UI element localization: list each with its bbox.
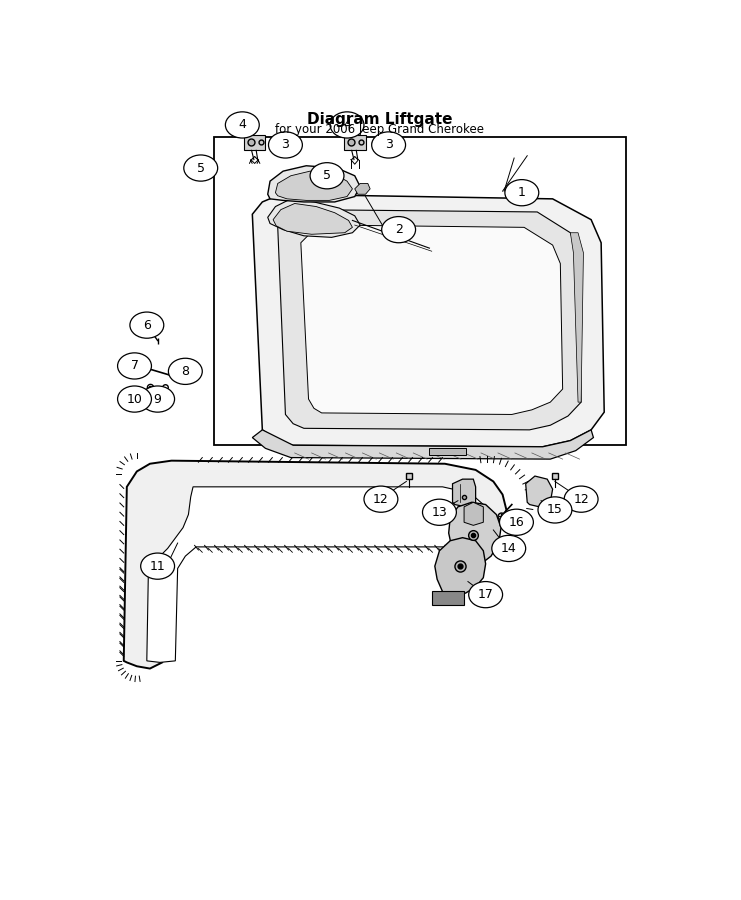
Text: for your 2006 Jeep Grand Cherokee: for your 2006 Jeep Grand Cherokee	[275, 123, 484, 137]
Text: 16: 16	[508, 516, 525, 529]
Ellipse shape	[492, 536, 525, 562]
Text: 15: 15	[547, 503, 563, 517]
Polygon shape	[453, 479, 476, 507]
Bar	[344, 135, 365, 150]
Polygon shape	[268, 166, 360, 202]
Polygon shape	[268, 199, 360, 238]
Bar	[432, 590, 464, 605]
Polygon shape	[253, 194, 604, 446]
Text: 5: 5	[323, 169, 331, 183]
Bar	[214, 138, 626, 445]
Ellipse shape	[310, 163, 344, 189]
Polygon shape	[253, 430, 594, 459]
Ellipse shape	[184, 155, 218, 181]
Ellipse shape	[141, 554, 175, 580]
Ellipse shape	[364, 486, 398, 512]
Polygon shape	[301, 225, 562, 415]
Text: 10: 10	[127, 392, 142, 406]
Ellipse shape	[372, 132, 405, 158]
Text: Diagram Liftgate: Diagram Liftgate	[307, 112, 452, 127]
Ellipse shape	[130, 312, 164, 338]
Ellipse shape	[505, 180, 539, 206]
Ellipse shape	[382, 217, 416, 243]
Polygon shape	[147, 487, 487, 662]
Polygon shape	[525, 476, 553, 507]
Ellipse shape	[564, 486, 598, 512]
Ellipse shape	[538, 497, 572, 523]
Text: 8: 8	[182, 364, 190, 378]
Ellipse shape	[118, 353, 151, 379]
Text: 12: 12	[373, 492, 389, 506]
Text: 11: 11	[150, 560, 165, 572]
Text: 4: 4	[343, 119, 351, 131]
Polygon shape	[278, 210, 581, 430]
Bar	[244, 135, 265, 150]
Text: 13: 13	[431, 506, 448, 518]
Polygon shape	[124, 461, 506, 669]
Text: 7: 7	[130, 359, 139, 373]
Ellipse shape	[168, 358, 202, 384]
Text: 3: 3	[282, 139, 290, 151]
Ellipse shape	[330, 112, 364, 138]
Polygon shape	[449, 502, 501, 566]
Polygon shape	[355, 184, 370, 194]
Text: 14: 14	[501, 542, 516, 555]
Ellipse shape	[268, 132, 302, 158]
Text: 17: 17	[478, 588, 494, 601]
Ellipse shape	[469, 581, 502, 608]
Text: 12: 12	[574, 492, 589, 506]
Ellipse shape	[225, 112, 259, 138]
Ellipse shape	[118, 386, 151, 412]
Ellipse shape	[141, 386, 175, 412]
Polygon shape	[571, 233, 583, 402]
Text: 9: 9	[153, 392, 162, 406]
Text: 5: 5	[197, 162, 205, 175]
Polygon shape	[276, 171, 353, 201]
Text: 6: 6	[143, 319, 150, 331]
Polygon shape	[464, 502, 483, 526]
Polygon shape	[435, 537, 485, 595]
Text: 2: 2	[395, 223, 402, 236]
Polygon shape	[273, 203, 353, 234]
Text: 1: 1	[518, 186, 526, 199]
Bar	[430, 448, 466, 454]
Text: 4: 4	[239, 119, 246, 131]
Ellipse shape	[499, 509, 534, 536]
Ellipse shape	[422, 500, 456, 526]
Text: 3: 3	[385, 139, 393, 151]
